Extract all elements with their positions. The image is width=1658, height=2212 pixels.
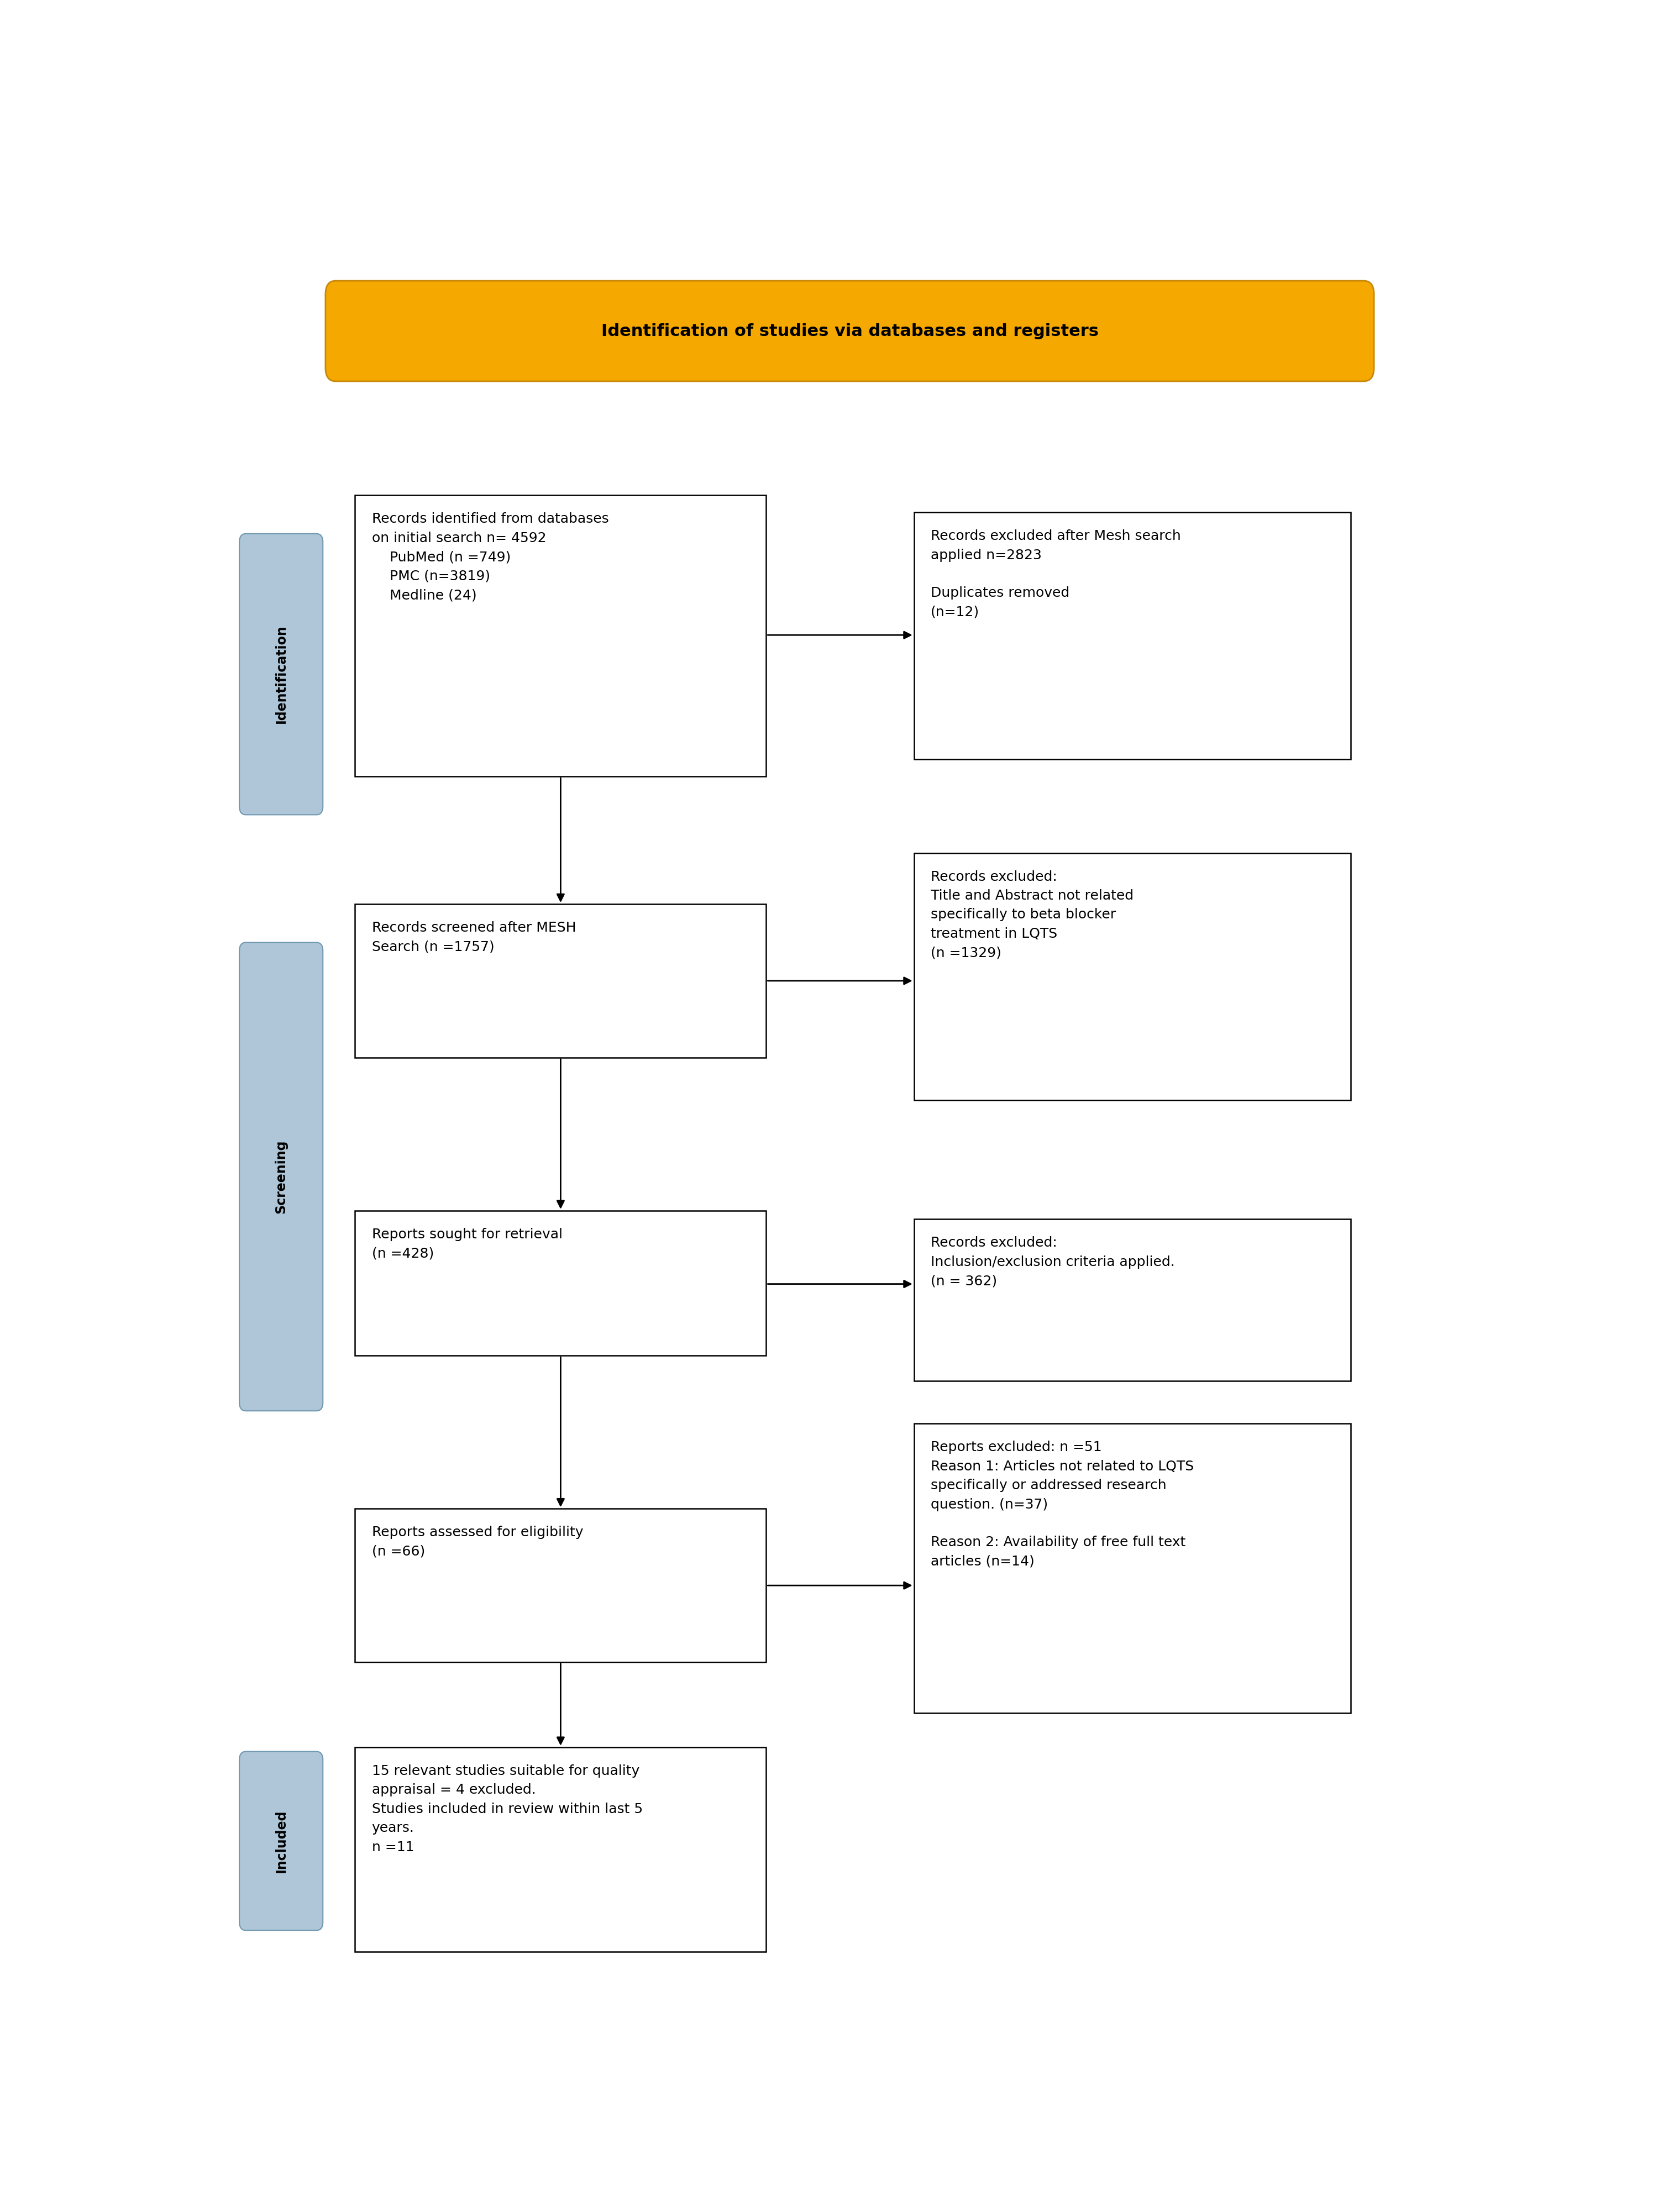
Text: Records screened after MESH
Search (n =1757): Records screened after MESH Search (n =1…: [371, 920, 575, 953]
Text: Included: Included: [275, 1809, 288, 1874]
Text: Identification: Identification: [275, 624, 288, 723]
FancyBboxPatch shape: [355, 905, 766, 1057]
Text: Reports excluded: n =51
Reason 1: Articles not related to LQTS
specifically or a: Reports excluded: n =51 Reason 1: Articl…: [930, 1440, 1194, 1568]
FancyBboxPatch shape: [914, 513, 1351, 759]
FancyBboxPatch shape: [355, 495, 766, 776]
Text: Records excluded:
Inclusion/exclusion criteria applied.
(n = 362): Records excluded: Inclusion/exclusion cr…: [930, 1237, 1176, 1287]
Text: Reports assessed for eligibility
(n =66): Reports assessed for eligibility (n =66): [371, 1526, 584, 1557]
Text: Records excluded after Mesh search
applied n=2823

Duplicates removed
(n=12): Records excluded after Mesh search appli…: [930, 529, 1180, 619]
FancyBboxPatch shape: [914, 1425, 1351, 1712]
FancyBboxPatch shape: [239, 1752, 323, 1931]
FancyBboxPatch shape: [355, 1210, 766, 1356]
Text: 15 relevant studies suitable for quality
appraisal = 4 excluded.
Studies include: 15 relevant studies suitable for quality…: [371, 1765, 643, 1854]
FancyBboxPatch shape: [239, 533, 323, 814]
FancyBboxPatch shape: [914, 1219, 1351, 1380]
Text: Records identified from databases
on initial search n= 4592
    PubMed (n =749)
: Records identified from databases on ini…: [371, 513, 608, 602]
Text: Screening: Screening: [275, 1139, 288, 1214]
Text: Identification of studies via databases and registers: Identification of studies via databases …: [600, 323, 1098, 338]
FancyBboxPatch shape: [355, 1747, 766, 1951]
FancyBboxPatch shape: [239, 942, 323, 1411]
FancyBboxPatch shape: [355, 1509, 766, 1661]
FancyBboxPatch shape: [325, 281, 1374, 380]
Text: Records excluded:
Title and Abstract not related
specifically to beta blocker
tr: Records excluded: Title and Abstract not…: [930, 869, 1134, 960]
Text: Reports sought for retrieval
(n =428): Reports sought for retrieval (n =428): [371, 1228, 562, 1261]
FancyBboxPatch shape: [914, 854, 1351, 1099]
